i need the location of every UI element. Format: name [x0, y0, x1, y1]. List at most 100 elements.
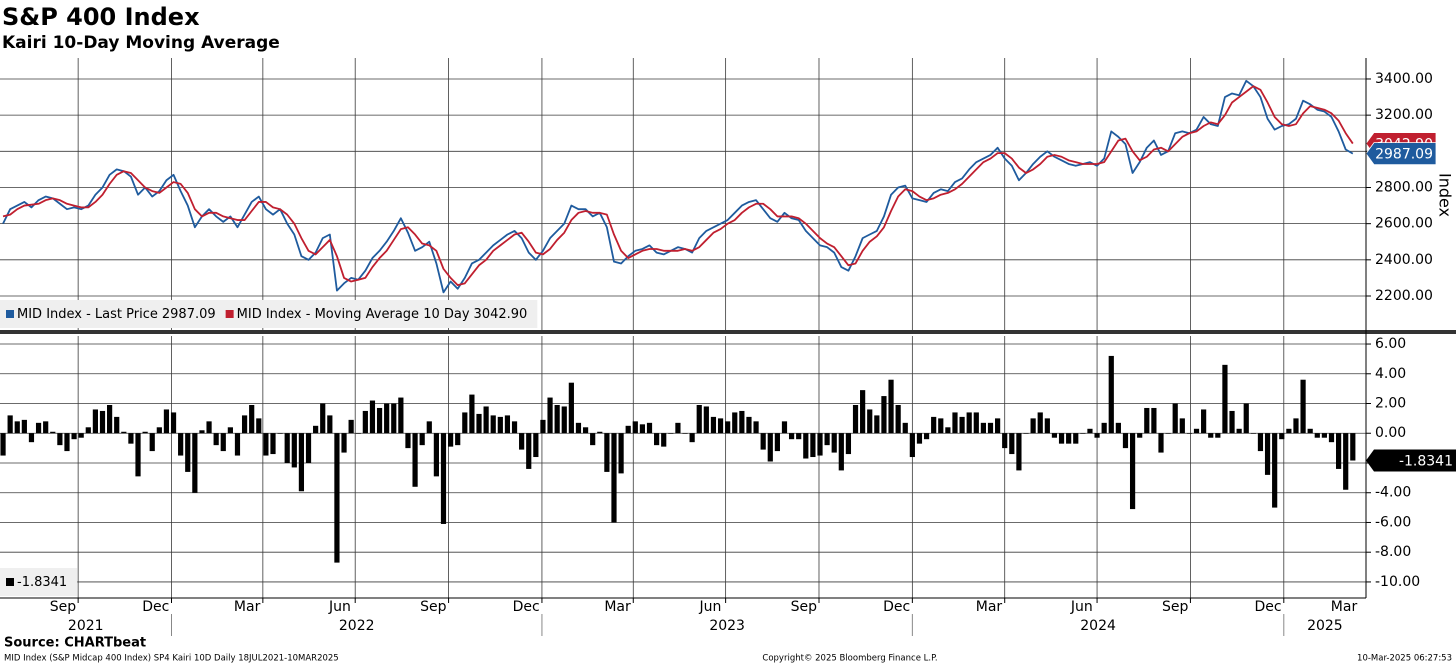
bar — [682, 433, 688, 434]
bar — [277, 433, 283, 434]
bar — [78, 433, 84, 438]
bar — [810, 433, 816, 458]
bar — [760, 433, 766, 450]
bar — [1172, 403, 1178, 434]
bar — [1066, 433, 1072, 444]
bar — [121, 431, 127, 434]
legend-label: MID Index - Moving Average 10 Day 3042.90 — [237, 307, 528, 322]
footer-right: 10-Mar-2025 06:27:53 — [1357, 654, 1452, 664]
bar — [490, 415, 496, 434]
bar — [781, 421, 788, 434]
bar — [128, 433, 134, 444]
bar — [1144, 407, 1150, 434]
bar — [1158, 433, 1164, 453]
legend-value: 2987.09 — [162, 307, 216, 322]
x-tick-label: Jun — [328, 599, 351, 615]
bar — [710, 416, 717, 434]
bar — [966, 412, 972, 434]
bar — [35, 422, 42, 434]
bar — [433, 433, 439, 477]
bar — [1215, 433, 1221, 438]
bar — [1193, 428, 1200, 434]
bar — [668, 433, 674, 434]
bar — [50, 431, 56, 434]
bar — [519, 433, 525, 450]
bar — [639, 424, 646, 434]
legend-name: MID Index - Last Price — [17, 307, 158, 322]
bar — [582, 427, 589, 434]
bar — [362, 410, 368, 434]
x-tick-label: Dec — [883, 599, 910, 615]
y-tick-label: -6.00 — [1375, 514, 1411, 530]
y-tick-label: 2200.00 — [1375, 288, 1433, 304]
footer-left: MID Index (S&P Midcap 400 Index) SP4 Kai… — [4, 654, 339, 664]
bar — [234, 433, 241, 456]
bar — [107, 404, 113, 434]
y-tick-label: -8.00 — [1375, 544, 1411, 560]
x-tick-label: Jun — [698, 599, 721, 615]
bar — [199, 430, 205, 434]
bar — [1094, 433, 1100, 438]
bar — [590, 433, 596, 446]
bar — [533, 433, 539, 458]
bar — [561, 406, 567, 434]
bar — [1264, 433, 1271, 475]
bar — [987, 422, 994, 434]
bar — [149, 433, 155, 452]
bar — [604, 433, 610, 472]
bar — [7, 415, 13, 434]
bar — [1293, 418, 1299, 434]
bar — [959, 416, 965, 434]
bar — [1201, 409, 1207, 434]
bar — [1058, 433, 1065, 444]
bar — [291, 433, 297, 468]
bar — [298, 433, 305, 492]
bar — [796, 433, 802, 440]
bar — [717, 418, 724, 434]
bar — [625, 425, 631, 434]
bar — [213, 433, 219, 446]
bar — [348, 419, 354, 434]
bar — [952, 412, 958, 434]
bar — [817, 433, 823, 456]
bar — [739, 410, 745, 434]
year-label: 2022 — [339, 618, 375, 634]
bar — [1002, 433, 1008, 449]
bar — [1300, 379, 1306, 434]
price-line — [2, 85, 1354, 287]
bar — [1186, 433, 1193, 434]
bar — [838, 433, 844, 471]
bar — [28, 433, 35, 443]
bar — [263, 433, 269, 456]
bar — [440, 433, 447, 524]
bar — [995, 418, 1001, 434]
bar — [504, 415, 511, 434]
bar — [1115, 422, 1121, 434]
bar — [1151, 407, 1157, 434]
legend-label: MID Index - Last Price 2987.09 — [17, 307, 216, 322]
year-label: 2023 — [709, 618, 745, 634]
bar — [405, 433, 411, 449]
x-tick-label: Dec — [513, 599, 540, 615]
x-tick-label: Dec — [1255, 599, 1282, 615]
bar — [1044, 418, 1050, 434]
bar — [931, 416, 937, 434]
bar — [1243, 403, 1249, 434]
last-value-tag-label: -1.8341 — [1399, 454, 1453, 470]
bar — [916, 433, 923, 444]
bar — [1009, 433, 1015, 455]
x-tick-label: Mar — [234, 599, 261, 615]
bar — [597, 431, 603, 434]
legend-value: 3042.90 — [474, 307, 528, 322]
bar — [774, 433, 780, 452]
bar — [675, 422, 681, 434]
bar — [469, 394, 475, 434]
bar — [142, 431, 148, 434]
bar — [355, 433, 361, 434]
bar — [767, 433, 773, 462]
y-tick-label: 3400.00 — [1375, 71, 1433, 87]
y-tick-label: 2600.00 — [1375, 216, 1433, 232]
bar — [447, 433, 454, 447]
